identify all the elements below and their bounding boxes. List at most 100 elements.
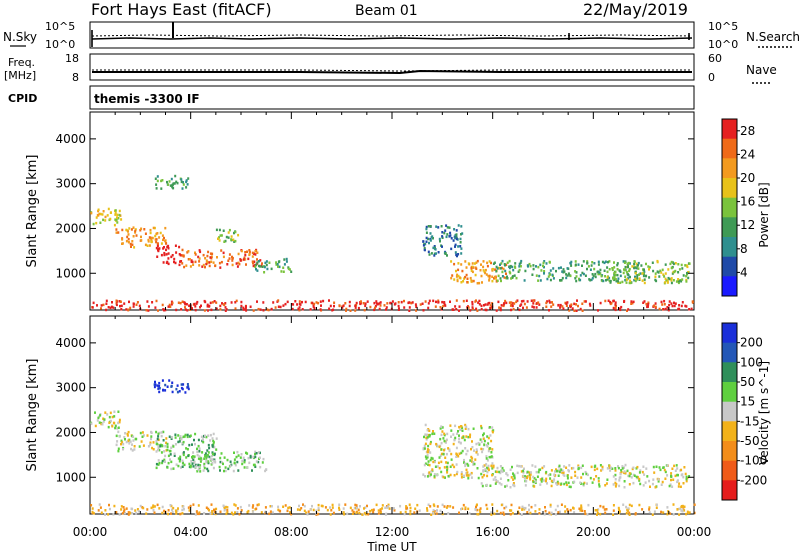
power-cell [648,266,651,269]
velocity-cell [479,507,482,510]
power-cell [613,261,615,264]
velocity-cell [443,448,445,452]
power-cell [169,305,172,308]
velocity-cell [247,509,250,513]
power-cell [455,299,458,302]
velocity-cell [606,467,609,470]
velocity-cell [499,465,502,468]
velocity-cell [158,507,161,510]
velocity-cell [623,470,626,473]
velocity-cell [243,459,246,462]
power-cell [123,302,126,305]
power-cell [673,270,676,274]
power-cell [542,264,544,268]
power-cell [277,260,280,264]
power-cell [664,272,667,275]
power-cell [191,307,193,310]
velocity-cell [121,512,124,515]
power-cell [115,302,118,305]
velocity-cell [476,467,479,470]
power-cell [557,304,560,307]
velocity-cell [211,444,214,447]
velocity-cell [680,505,683,509]
velocity-cell [630,504,633,508]
freq-left-tick-bottom: 8 [72,71,79,84]
velocity-cell [477,441,480,445]
velocity-cell [289,511,292,514]
power-region [606,259,691,285]
power-cell [523,302,526,306]
power-cell [455,308,458,311]
power-cell [645,302,648,306]
power-cell [461,269,464,273]
power-cell [185,303,188,306]
velocity-cell [490,455,493,458]
velocity-cell [255,507,258,510]
power-cell [216,256,218,259]
velocity-cell [602,506,605,509]
power-cell [500,262,503,265]
velocity-cell [165,441,168,445]
velocity-cell [186,448,189,451]
velocity-cell [464,507,467,511]
velocity-cell [246,466,249,469]
velocity-cell [186,435,189,439]
velocity-cell [115,443,118,447]
velocity-cell [424,442,427,446]
power-cell [186,309,189,312]
power-cell [486,264,489,268]
velocity-cell [152,448,155,451]
velocity-cell [215,448,218,451]
velocity-cell [366,504,368,508]
velocity-cell [630,476,633,479]
power-cell [224,239,227,243]
power-cell [244,253,247,257]
power-cell [573,309,576,312]
velocity-cell [286,509,289,513]
power-colorbar-segment [722,276,737,297]
power-cell [193,302,196,306]
power-colorbar-segment [722,119,737,140]
velocity-cell [611,467,614,470]
power-cell [163,236,165,240]
power-cell [455,275,458,278]
power-cell [624,265,627,269]
power-cell [199,250,202,254]
velocity-cell [632,466,635,469]
velocity-cell [593,465,596,468]
power-cell [143,228,146,231]
velocity-cell [111,425,114,428]
velocity-cell [496,466,499,470]
velocity-cell [135,437,138,441]
velocity-cell [264,506,267,509]
velocity-cell [682,482,685,485]
velocity-cell [617,466,620,470]
power-cell [230,235,233,238]
power-cell [454,251,457,254]
velocity-cell [136,508,139,511]
power-cell [231,259,234,262]
velocity-cell [252,504,255,507]
velocity-cell [549,477,552,480]
power-cell [219,304,222,308]
power-cell [653,304,655,307]
velocity-cell [213,508,215,512]
velocity-cell [413,511,416,514]
velocity-y-tick-label: 2000 [55,425,86,439]
power-cell [465,266,468,269]
power-cell [150,238,153,242]
velocity-cell [169,453,172,456]
velocity-cell [436,509,438,512]
power-cell [423,246,426,250]
velocity-cell [386,505,388,508]
velocity-cell [429,474,432,478]
power-cell [606,270,609,274]
power-cell [428,299,431,303]
power-cell [497,274,500,278]
power-cell [208,305,211,308]
velocity-cell [471,460,473,463]
power-cell [290,270,293,273]
power-cell [164,226,167,230]
velocity-cell [112,421,115,425]
velocity-cell [150,431,153,434]
